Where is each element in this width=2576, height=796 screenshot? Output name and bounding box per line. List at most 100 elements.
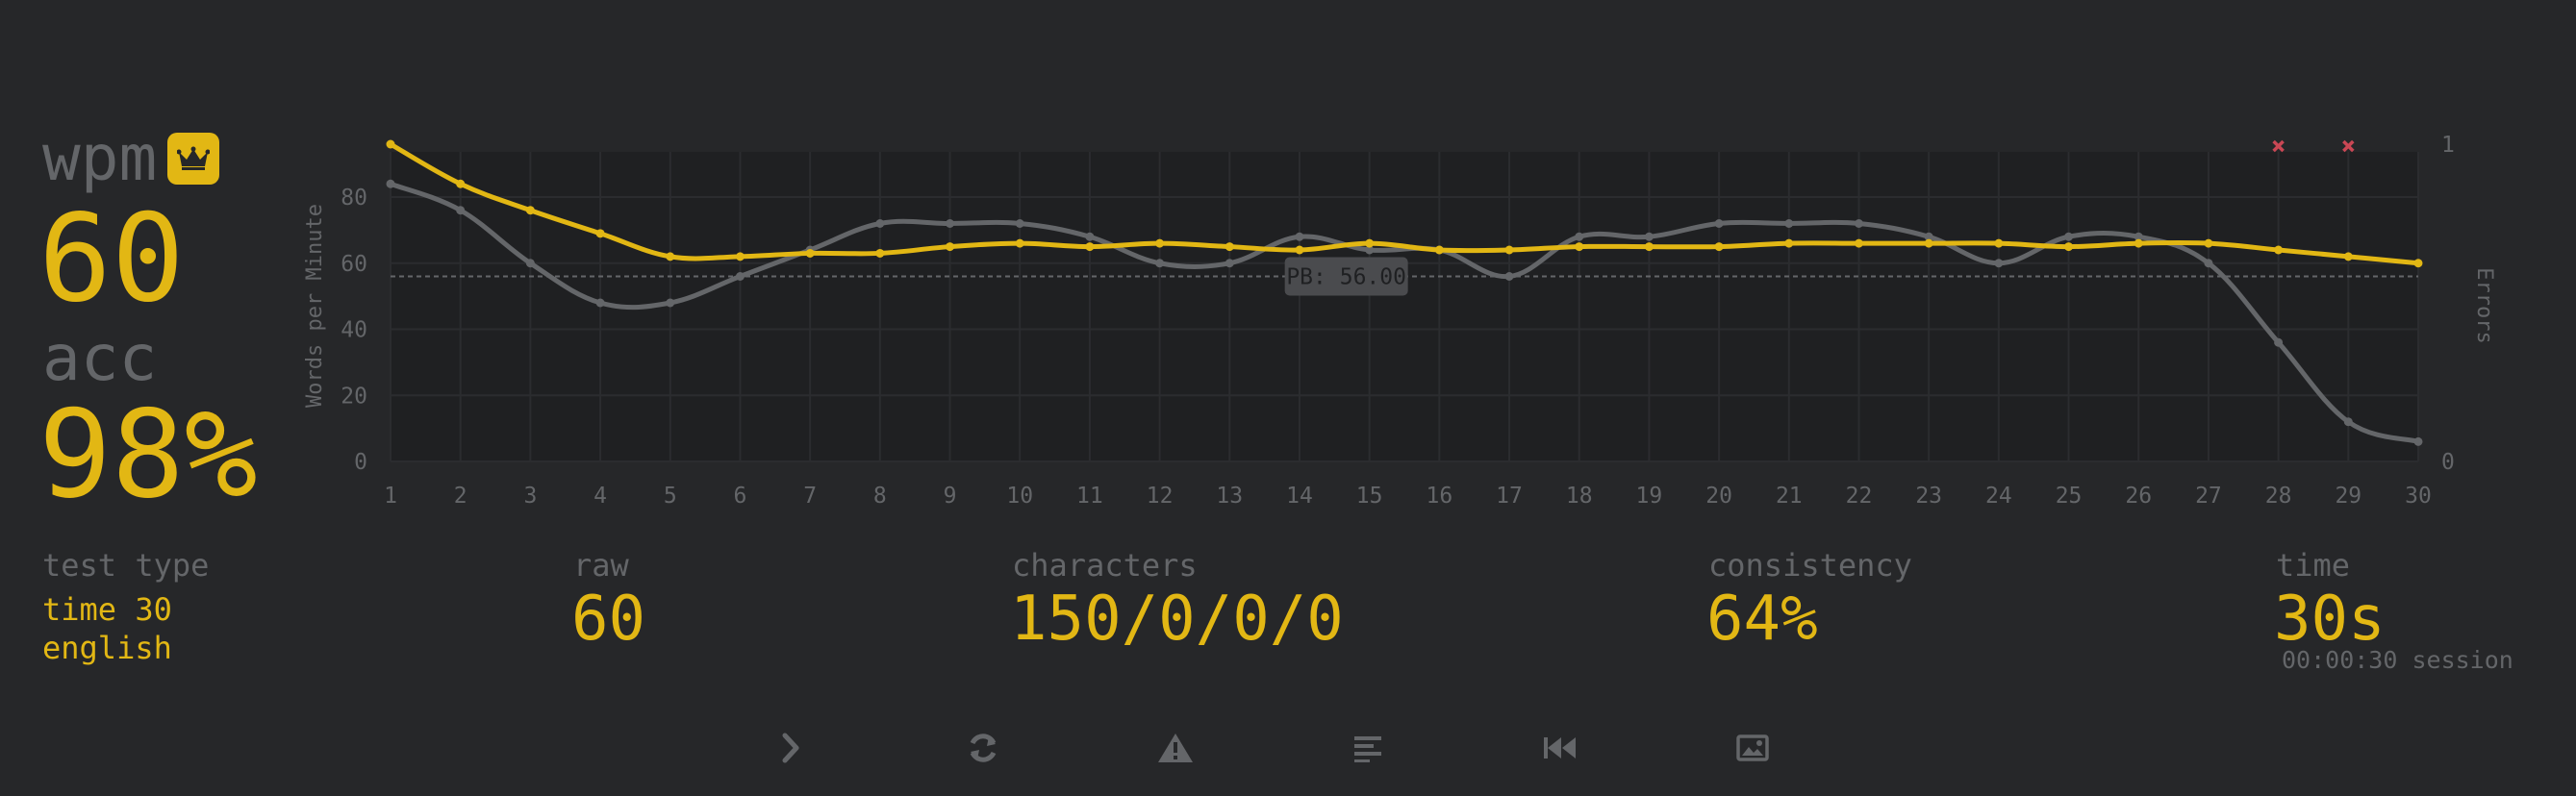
data-point-wpm xyxy=(1015,238,1024,248)
y-axis-title: Words per Minute xyxy=(303,204,327,408)
data-point-wpm xyxy=(666,252,675,261)
data-point-wpm xyxy=(1854,238,1863,248)
data-point-wpm xyxy=(1365,238,1375,248)
x-tick-label: 5 xyxy=(664,484,677,509)
x-tick-label: 7 xyxy=(803,484,817,509)
data-point-wpm xyxy=(386,139,395,149)
x-tick-label: 28 xyxy=(2265,484,2292,509)
data-point-raw xyxy=(1784,219,1794,228)
plot-area xyxy=(391,152,2418,461)
x-tick-label: 17 xyxy=(1496,484,1523,509)
data-point-wpm xyxy=(2134,238,2143,248)
raw-label: raw xyxy=(573,547,629,584)
data-point-wpm xyxy=(456,179,466,188)
data-point-wpm xyxy=(595,229,605,238)
consistency-value: 64% xyxy=(1706,584,1818,655)
y2-tick-label: 0 xyxy=(2441,450,2455,475)
data-point-wpm xyxy=(1295,245,1304,255)
x-tick-label: 18 xyxy=(1566,484,1593,509)
x-tick-label: 4 xyxy=(593,484,607,509)
data-point-raw xyxy=(525,259,535,268)
data-point-wpm xyxy=(1155,238,1165,248)
error-marker xyxy=(2342,139,2355,153)
y-tick-label: 60 xyxy=(341,252,367,277)
test-type-mode: time 30 xyxy=(42,591,172,628)
data-point-raw xyxy=(1085,232,1095,241)
data-point-wpm xyxy=(1924,238,1933,248)
data-point-raw xyxy=(1504,272,1514,281)
data-point-raw xyxy=(875,219,885,228)
data-point-wpm xyxy=(1434,245,1444,255)
consistency-label: consistency xyxy=(1708,547,1912,584)
time-value: 30s xyxy=(2274,584,2386,655)
data-point-wpm xyxy=(1994,238,2004,248)
x-tick-label: 10 xyxy=(1006,484,1033,509)
y2-tick-label: 1 xyxy=(2441,133,2455,158)
personal-best-label: PB: 56.00 xyxy=(1286,265,1406,290)
x-tick-label: 14 xyxy=(1286,484,1313,509)
data-point-raw xyxy=(1924,232,1933,241)
data-point-wpm xyxy=(1225,242,1234,252)
x-tick-label: 11 xyxy=(1076,484,1103,509)
x-tick-label: 29 xyxy=(2335,484,2361,509)
data-point-raw xyxy=(2343,417,2353,427)
data-point-raw xyxy=(735,272,745,281)
data-point-wpm xyxy=(2274,245,2284,255)
data-point-wpm xyxy=(1504,245,1514,255)
data-point-wpm xyxy=(525,206,535,215)
data-point-raw xyxy=(2204,259,2213,268)
data-point-raw xyxy=(946,219,955,228)
data-point-raw xyxy=(1365,245,1375,255)
data-point-wpm xyxy=(2204,238,2213,248)
x-tick-label: 3 xyxy=(523,484,537,509)
data-point-wpm xyxy=(875,248,885,258)
x-tick-label: 25 xyxy=(2056,484,2083,509)
rewind-icon[interactable] xyxy=(1539,727,1581,769)
x-tick-label: 19 xyxy=(1636,484,1663,509)
warning-icon[interactable] xyxy=(1154,727,1197,769)
x-tick-label: 16 xyxy=(1426,484,1452,509)
text-lines-icon[interactable] xyxy=(1347,727,1389,769)
x-tick-label: 8 xyxy=(873,484,887,509)
y-tick-label: 20 xyxy=(341,384,367,409)
wpm-value: 60 xyxy=(38,187,185,329)
wpm-label: wpm xyxy=(42,121,158,195)
data-point-raw xyxy=(666,298,675,308)
data-point-raw xyxy=(1015,219,1024,228)
data-point-raw xyxy=(456,206,466,215)
y2-axis-title: Errors xyxy=(2472,267,2496,343)
data-point-wpm xyxy=(2064,242,2074,252)
data-point-raw xyxy=(1714,219,1724,228)
time-label: time xyxy=(2276,547,2351,584)
data-point-raw xyxy=(2413,436,2423,446)
x-tick-label: 12 xyxy=(1147,484,1174,509)
acc-label: acc xyxy=(42,321,158,395)
data-point-raw xyxy=(1644,232,1654,241)
x-tick-label: 15 xyxy=(1356,484,1383,509)
refresh-icon[interactable] xyxy=(962,727,1004,769)
x-tick-label: 13 xyxy=(1216,484,1243,509)
x-tick-label: 23 xyxy=(1915,484,1942,509)
acc-value: 98% xyxy=(38,384,258,525)
x-tick-label: 6 xyxy=(734,484,747,509)
x-tick-label: 22 xyxy=(1846,484,1873,509)
data-point-raw xyxy=(1225,259,1234,268)
y-tick-label: 0 xyxy=(354,450,367,475)
wpm-chart: PB: 56.00 1 2 3 4 5 6 7 8 9 10 11 12 13 14 15 16 17 18 19 2… xyxy=(303,133,2496,509)
data-point-raw xyxy=(595,298,605,308)
test-type-language: english xyxy=(42,630,172,666)
session-time: 00:00:30 session xyxy=(2282,646,2513,674)
x-tick-label: 2 xyxy=(454,484,467,509)
data-point-raw xyxy=(2064,232,2074,241)
data-point-wpm xyxy=(805,248,815,258)
y-tick-label: 80 xyxy=(341,186,367,211)
image-icon[interactable] xyxy=(1731,727,1774,769)
data-point-wpm xyxy=(2343,252,2353,261)
data-point-wpm xyxy=(1575,242,1584,252)
data-point-wpm xyxy=(1714,242,1724,252)
error-marker xyxy=(2272,139,2285,153)
chevron-right-icon[interactable] xyxy=(770,727,812,769)
x-tick-label: 26 xyxy=(2125,484,2152,509)
characters-value: 150/0/0/0 xyxy=(1010,584,1344,655)
crown-icon xyxy=(167,133,219,185)
